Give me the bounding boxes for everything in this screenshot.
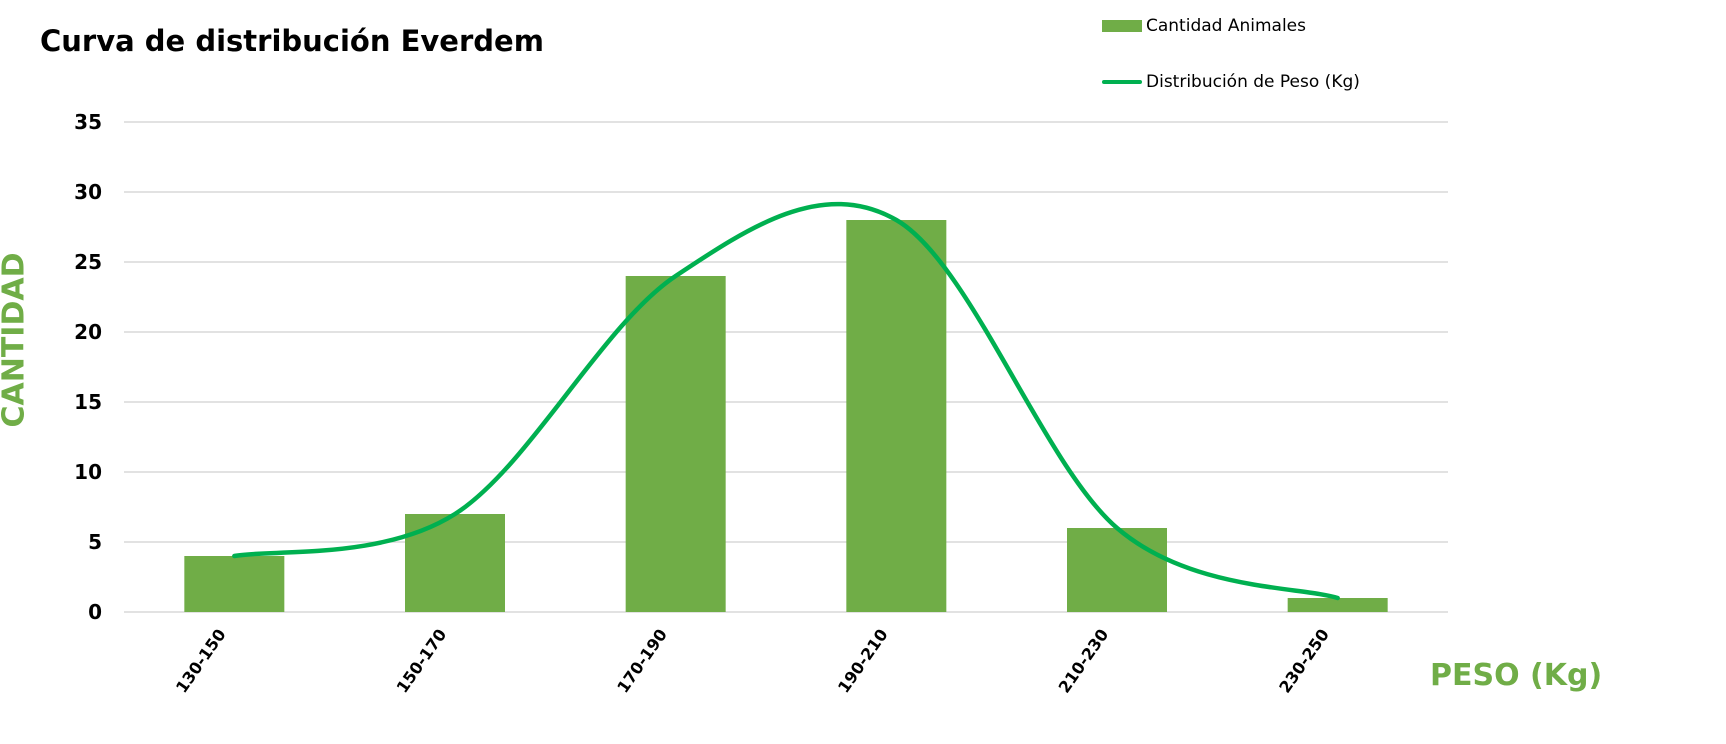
y-tick-label: 20 — [74, 320, 102, 344]
x-tick-label: 190-210 — [834, 625, 892, 696]
legend-label-bar: Cantidad Animales — [1146, 16, 1306, 36]
y-tick-label: 5 — [88, 530, 102, 554]
legend-label-line: Distribución de Peso (Kg) — [1146, 72, 1360, 92]
y-tick-label: 0 — [88, 600, 102, 624]
bar — [184, 556, 285, 612]
x-tick-label: 170-190 — [613, 625, 671, 696]
bar — [405, 514, 505, 612]
legend-item-bar: Cantidad Animales — [1102, 16, 1306, 36]
bar — [1287, 598, 1388, 612]
bar — [1067, 528, 1167, 612]
bar — [625, 276, 726, 612]
chart-title: Curva de distribución Everdem — [40, 24, 544, 58]
x-tick-label: 230-250 — [1275, 625, 1333, 696]
y-tick-label: 25 — [74, 250, 102, 274]
x-tick-label: 210-230 — [1055, 625, 1113, 696]
x-axis-title: PESO (Kg) — [1430, 658, 1603, 693]
y-tick-label: 15 — [74, 390, 102, 414]
legend-item-line: Distribución de Peso (Kg) — [1102, 72, 1360, 92]
bar — [846, 220, 947, 612]
y-tick-label: 35 — [74, 110, 102, 134]
x-tick-label: 150-170 — [393, 625, 451, 696]
x-tick-label: 130-150 — [172, 625, 230, 696]
legend-swatch-line — [1102, 80, 1142, 84]
legend-swatch-bar — [1102, 20, 1142, 32]
y-tick-label: 30 — [74, 180, 102, 204]
y-tick-label: 10 — [74, 460, 102, 484]
series-line — [232, 201, 1340, 601]
